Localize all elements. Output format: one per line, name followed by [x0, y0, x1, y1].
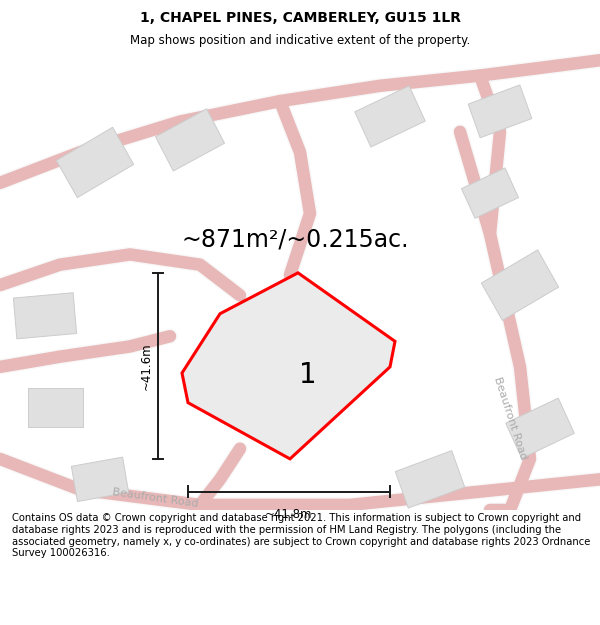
Text: ~41.6m: ~41.6m [139, 342, 152, 389]
Text: Beaufront Road: Beaufront Road [112, 487, 199, 509]
Text: Contains OS data © Crown copyright and database right 2021. This information is : Contains OS data © Crown copyright and d… [12, 514, 590, 558]
Polygon shape [506, 398, 574, 458]
Polygon shape [155, 109, 224, 171]
Polygon shape [182, 273, 395, 459]
Text: ~41.8m: ~41.8m [265, 508, 313, 521]
Polygon shape [56, 127, 134, 198]
Text: 1: 1 [299, 361, 317, 389]
Polygon shape [215, 306, 368, 430]
Text: 1, CHAPEL PINES, CAMBERLEY, GU15 1LR: 1, CHAPEL PINES, CAMBERLEY, GU15 1LR [139, 11, 461, 25]
Polygon shape [468, 85, 532, 138]
Polygon shape [28, 388, 83, 428]
Polygon shape [71, 457, 128, 502]
Polygon shape [395, 451, 464, 508]
Polygon shape [13, 292, 77, 339]
Polygon shape [481, 250, 559, 321]
Polygon shape [355, 86, 425, 147]
Polygon shape [461, 168, 518, 218]
Text: Beaufront Road: Beaufront Road [492, 375, 528, 461]
Text: ~871m²/~0.215ac.: ~871m²/~0.215ac. [181, 227, 409, 251]
Text: Map shows position and indicative extent of the property.: Map shows position and indicative extent… [130, 34, 470, 47]
